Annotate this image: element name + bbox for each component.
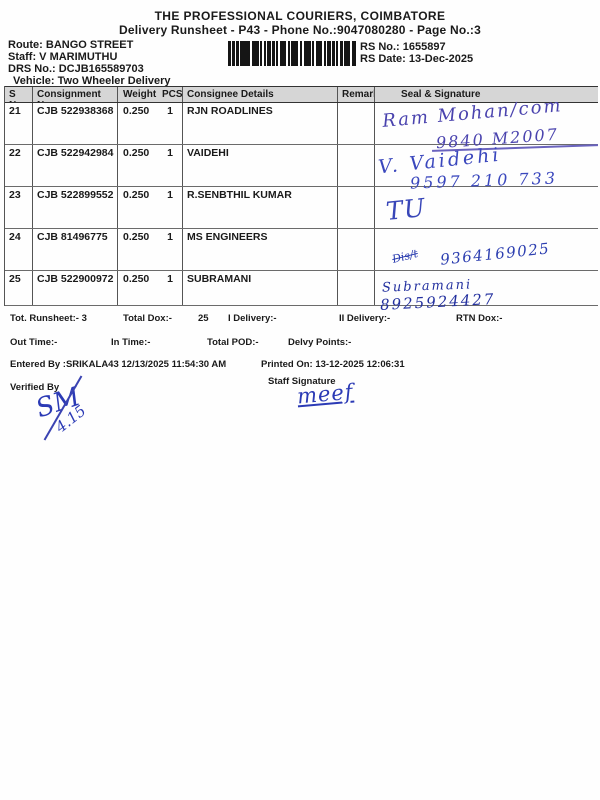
cell-weight: 0.250 — [123, 273, 150, 285]
drs-no-label: DRS No.: — [8, 63, 56, 75]
staff-field: Staff: V MARIMUTHU — [8, 51, 117, 63]
cell-consignee: RJN ROADLINES — [183, 103, 338, 144]
cell-remarks — [338, 103, 375, 144]
row23-signature-handwriting: TU — [384, 193, 428, 226]
table-row: 22 CJB 522942984 0.250 1 VAIDEHI — [5, 145, 598, 187]
table-header-row: S No Consignment No Weight PCS Consignee… — [5, 86, 598, 103]
staff-signature-label: Staff Signature — [268, 376, 336, 387]
cell-consignee: VAIDEHI — [183, 145, 338, 186]
route-field: Route: BANGO STREET — [8, 39, 133, 51]
rs-no-label: RS No.: — [360, 41, 400, 53]
cell-s-no: 25 — [5, 271, 33, 305]
header-pcs: PCS — [158, 87, 183, 102]
table-row: 24 CJB 81496775 0.250 1 MS ENGINEERS — [5, 229, 598, 271]
cell-s-no: 21 — [5, 103, 33, 144]
cell-remarks — [338, 229, 375, 270]
staff-label: Staff: — [8, 51, 37, 63]
rs-date-label: RS Date: — [360, 53, 406, 65]
table-row: 25 CJB 522900972 0.250 1 SUBRAMANI — [5, 271, 598, 306]
total-runsheet: Tot. Runsheet:- 3 — [10, 313, 87, 324]
cell-pcs: 1 — [158, 271, 183, 305]
staff-signature-handwriting: meef — [296, 379, 355, 409]
vehicle-value: Two Wheeler Delivery — [57, 75, 171, 87]
header-s-no: S No — [5, 87, 33, 102]
cell-consignee: SUBRAMANI — [183, 271, 338, 305]
cell-pcs: 1 — [158, 145, 183, 186]
page-title: THE PROFESSIONAL COURIERS, COIMBATORE — [154, 9, 446, 23]
rs-no-field: RS No.: 1655897 — [360, 41, 446, 53]
page-subtitle: Delivery Runsheet - P43 - Phone No.:9047… — [119, 23, 481, 37]
cell-remarks — [338, 271, 375, 305]
drs-no-value: DCJB165589703 — [58, 63, 144, 75]
ii-delivery: II Delivery:- — [339, 313, 391, 324]
rs-date-field: RS Date: 13-Dec-2025 — [360, 53, 473, 65]
cell-consignment-no: CJB 522942984 — [33, 145, 118, 186]
cell-weight: 0.250 — [123, 105, 150, 117]
table-row: 21 CJB 522938368 0.250 1 RJN ROADLINES — [5, 103, 598, 145]
verified-by-label: Verified By — [10, 382, 60, 393]
drs-no-field: DRS No.: DCJB165589703 — [8, 63, 144, 75]
total-dox-value: 25 — [198, 313, 209, 324]
cell-remarks — [338, 187, 375, 228]
cell-consignment-no: CJB 522899552 — [33, 187, 118, 228]
header-consignment-no: Consignment No — [33, 87, 118, 102]
cell-consignment-no: CJB 81496775 — [33, 229, 118, 270]
rs-no-value: 1655897 — [402, 41, 446, 53]
rtn-dox: RTN Dox:- — [456, 313, 503, 324]
barcode-icon — [228, 41, 356, 66]
cell-pcs: 1 — [158, 229, 183, 270]
header-seal-signature: Seal & Signature — [401, 89, 481, 100]
cell-remarks — [338, 145, 375, 186]
total-pod: Total POD:- — [207, 337, 259, 348]
cell-pcs: 1 — [158, 187, 183, 228]
cell-consignee: MS ENGINEERS — [183, 229, 338, 270]
cell-consignment-no: CJB 522900972 — [33, 271, 118, 305]
in-time: In Time:- — [111, 337, 151, 348]
staff-value: V MARIMUTHU — [39, 51, 118, 63]
vehicle-field: Vehicle: Two Wheeler Delivery — [13, 75, 171, 87]
cell-pcs: 1 — [158, 103, 183, 144]
total-dox-label: Total Dox:- — [123, 313, 172, 324]
header-consignee-details: Consignee Details — [183, 87, 338, 102]
out-time: Out Time:- — [10, 337, 58, 348]
cell-weight: 0.250 — [123, 147, 150, 159]
header-remarks: Remarks — [338, 87, 375, 102]
cell-s-no: 23 — [5, 187, 33, 228]
route-value: BANGO STREET — [45, 39, 134, 51]
i-delivery: I Delivery:- — [228, 313, 277, 324]
cell-s-no: 24 — [5, 229, 33, 270]
cell-weight: 0.250 — [123, 189, 150, 201]
cell-weight: 0.250 — [123, 231, 150, 243]
entered-by: Entered By :SRIKALA43 12/13/2025 11:54:3… — [10, 359, 227, 370]
cell-consignment-no: CJB 522938368 — [33, 103, 118, 144]
delvy-points: Delvy Points:- — [288, 337, 352, 348]
table-row: 23 CJB 522899552 0.250 1 R.SENBTHIL KUMA… — [5, 187, 598, 229]
printed-on: Printed On: 13-12-2025 12:06:31 — [261, 359, 405, 370]
header-weight: Weight — [123, 89, 157, 100]
route-label: Route: — [8, 39, 43, 51]
rs-date-value: 13-Dec-2025 — [408, 53, 474, 65]
vehicle-label: Vehicle: — [13, 75, 55, 87]
cell-consignee: R.SENBTHIL KUMAR — [183, 187, 338, 228]
cell-s-no: 22 — [5, 145, 33, 186]
consignment-table: S No Consignment No Weight PCS Consignee… — [4, 86, 598, 306]
